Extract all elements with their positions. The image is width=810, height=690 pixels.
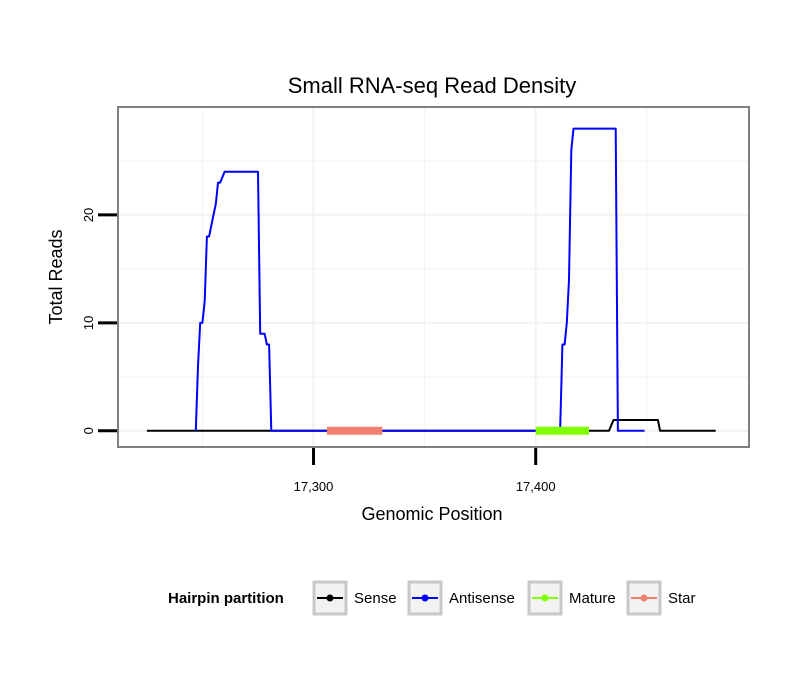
legend-label-star: Star: [668, 590, 696, 607]
series-layer: [146, 127, 716, 435]
legend-label-antisense: Antisense: [449, 590, 515, 607]
x-axis-label: Genomic Position: [361, 504, 502, 524]
legend-title: Hairpin partition: [168, 590, 284, 607]
legend-key-point: [541, 594, 549, 602]
axes: 17,300 17,400 0 10 20: [81, 208, 556, 494]
legend: Hairpin partition Sense Antisense Mature St…: [168, 580, 696, 616]
legend-label-mature: Mature: [569, 590, 616, 607]
x-tick-label: 17,400: [516, 479, 556, 494]
series-line-antisense: [194, 127, 645, 432]
chart-title: Small RNA-seq Read Density: [288, 73, 577, 98]
legend-key-point: [640, 594, 648, 602]
y-tick-label: 10: [81, 316, 96, 330]
x-tick-label: 17,300: [294, 479, 334, 494]
y-tick-label: 0: [81, 427, 96, 434]
legend-key: [527, 580, 563, 616]
legend-label-sense: Sense: [354, 590, 397, 607]
y-tick-label: 20: [81, 208, 96, 222]
plot-panel: [118, 107, 749, 447]
legend-key-point: [326, 594, 334, 602]
legend-key-point: [421, 594, 429, 602]
y-axis-label: Total Reads: [46, 229, 66, 324]
plot-border: [117, 106, 750, 448]
